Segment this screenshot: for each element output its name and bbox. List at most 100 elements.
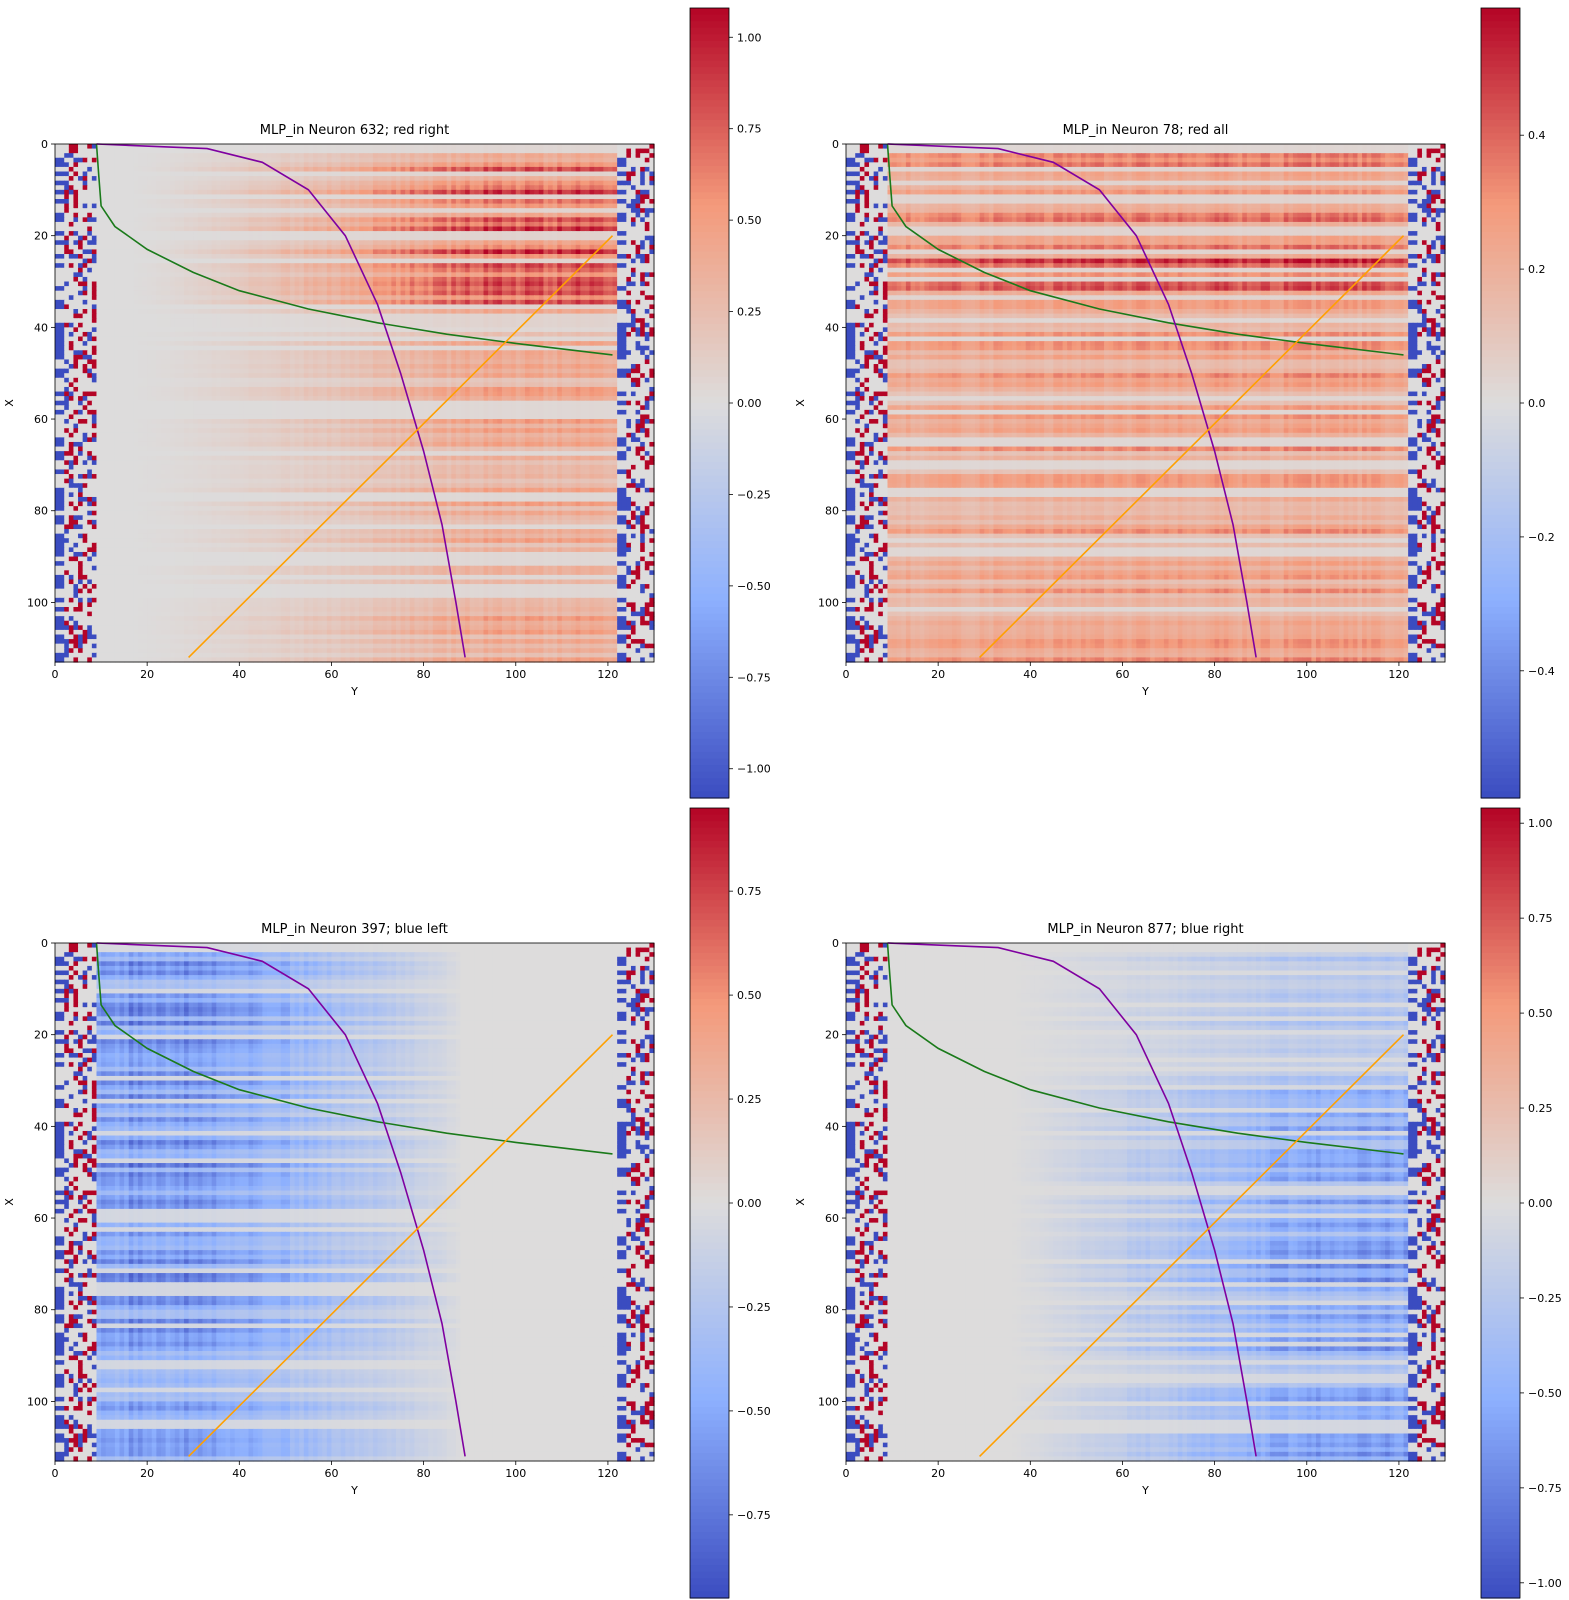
heatmap-cell (272, 199, 277, 204)
heatmap-cell (626, 213, 631, 218)
heatmap-cell (451, 194, 456, 199)
heatmap-cell (613, 176, 618, 181)
heatmap-cell (460, 153, 465, 158)
heatmap-cell (599, 149, 604, 154)
heatmap-cell (129, 167, 134, 172)
heatmap-cell (553, 144, 558, 149)
heatmap-cell (378, 158, 383, 163)
heatmap-cell (198, 204, 203, 209)
heatmap-cell (405, 167, 410, 172)
heatmap-cell (447, 199, 452, 204)
heatmap-cell (636, 172, 641, 177)
heatmap-cell (166, 162, 171, 167)
heatmap-cell (594, 158, 599, 163)
heatmap-cell (451, 208, 456, 213)
heatmap-cell (484, 190, 489, 195)
heatmap-cell (497, 158, 502, 163)
heatmap-cell (382, 176, 387, 181)
heatmap-cell (336, 199, 341, 204)
heatmap-cell (69, 158, 74, 163)
heatmap-cell (175, 208, 180, 213)
heatmap-cell (447, 181, 452, 186)
heatmap-cell (147, 204, 152, 209)
heatmap-cell (55, 167, 60, 172)
heatmap-cell (534, 176, 539, 181)
heatmap-cell (230, 204, 235, 209)
heatmap-cell (350, 149, 355, 154)
heatmap-cell (410, 208, 415, 213)
heatmap-cell (253, 162, 258, 167)
heatmap-cell (507, 172, 512, 177)
heatmap-cell (543, 181, 548, 186)
heatmap-cell (497, 172, 502, 177)
heatmap-cell (373, 181, 378, 186)
heatmap-cell (73, 162, 78, 167)
heatmap-cell (387, 149, 392, 154)
heatmap-cell (170, 167, 175, 172)
heatmap-cell (613, 185, 618, 190)
heatmap-cell (281, 204, 286, 209)
heatmap-cell (244, 167, 249, 172)
heatmap-cell (295, 204, 300, 209)
heatmap-cell (419, 199, 424, 204)
heatmap-cell (156, 204, 161, 209)
heatmap-cell (322, 172, 327, 177)
heatmap-cell (258, 208, 263, 213)
heatmap-cell (437, 199, 442, 204)
heatmap-cell (530, 181, 535, 186)
heatmap-cell (594, 149, 599, 154)
heatmap-cell (640, 208, 645, 213)
heatmap-cell (207, 185, 212, 190)
heatmap-cell (414, 185, 419, 190)
heatmap-cell (608, 208, 613, 213)
heatmap-cell (55, 199, 60, 204)
heatmap-cell (216, 190, 221, 195)
heatmap-cell (626, 158, 631, 163)
heatmap-cell (539, 172, 544, 177)
heatmap-cell (387, 153, 392, 158)
heatmap-cell (92, 153, 97, 158)
heatmap-cell (460, 190, 465, 195)
heatmap-cell (378, 185, 383, 190)
heatmap-cell (470, 149, 475, 154)
heatmap-cell (626, 190, 631, 195)
heatmap-cell (580, 153, 585, 158)
heatmap-cell (249, 144, 254, 149)
heatmap-cell (488, 181, 493, 186)
heatmap-cell (622, 167, 627, 172)
heatmap-cell (221, 190, 226, 195)
heatmap-cell (327, 153, 332, 158)
heatmap-cell (106, 181, 111, 186)
heatmap-cell (484, 185, 489, 190)
heatmap-cell (225, 162, 230, 167)
heatmap-cell (465, 199, 470, 204)
heatmap-cell (530, 144, 535, 149)
heatmap-cell (276, 181, 281, 186)
heatmap-cell (166, 149, 171, 154)
heatmap-cell (230, 172, 235, 177)
heatmap-cell (290, 204, 295, 209)
heatmap-cell (267, 172, 272, 177)
heatmap-cell (470, 204, 475, 209)
heatmap-cell (599, 213, 604, 218)
heatmap-cell (313, 204, 318, 209)
heatmap-cell (520, 176, 525, 181)
heatmap-cell (230, 194, 235, 199)
heatmap-cell (83, 167, 88, 172)
heatmap-cell (479, 190, 484, 195)
heatmap-cell (382, 213, 387, 218)
heatmap-cell (207, 204, 212, 209)
heatmap-cell (133, 185, 138, 190)
heatmap-cell (566, 158, 571, 163)
heatmap-cell (249, 176, 254, 181)
heatmap-cell (359, 144, 364, 149)
heatmap-cell (276, 190, 281, 195)
heatmap-cell (184, 149, 189, 154)
heatmap-cell (143, 190, 148, 195)
heatmap-cell (64, 199, 69, 204)
heatmap-cell (456, 172, 461, 177)
heatmap-cell (603, 194, 608, 199)
heatmap-cell (511, 190, 516, 195)
heatmap-cell (511, 185, 516, 190)
